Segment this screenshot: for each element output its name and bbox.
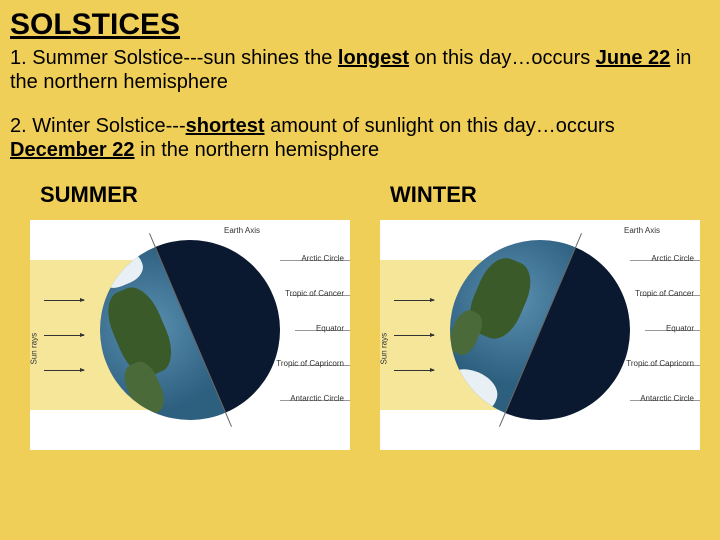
- capricorn-label: Tropic of Capricorn: [276, 359, 344, 368]
- sunray-arrow-icon: [394, 300, 434, 301]
- summer-diagram: Sun rays Earth Axis Arctic Circle Tropic: [30, 220, 350, 450]
- p2-num: 2.: [10, 115, 32, 137]
- cancer-label: Tropic of Cancer: [285, 289, 344, 298]
- p1-key1: longest: [338, 47, 409, 69]
- earth-axis-label: Earth Axis: [224, 226, 260, 235]
- p2-lead: Winter Solstice---: [32, 115, 185, 137]
- earth-globe: [422, 220, 658, 448]
- p2-key1: shortest: [186, 115, 265, 137]
- antarctic-label: Antarctic Circle: [290, 394, 344, 403]
- winter-column: WINTER Sun rays Earth Axis Ar: [380, 182, 700, 450]
- diagram-row: SUMMER Sun rays Earth Axis Ar: [10, 182, 710, 450]
- winter-header: WINTER: [380, 182, 700, 208]
- capricorn-label: Tropic of Capricorn: [626, 359, 694, 368]
- cancer-label: Tropic of Cancer: [635, 289, 694, 298]
- p2-mid: amount of sunlight on this day…occurs: [265, 115, 615, 137]
- page-title: SOLSTICES: [10, 8, 710, 42]
- sunrays-label: Sun rays: [30, 333, 39, 365]
- arctic-label: Arctic Circle: [301, 254, 344, 263]
- equator-label: Equator: [666, 324, 694, 333]
- sunray-arrow-icon: [44, 370, 84, 371]
- p1-key2: June 22: [596, 47, 670, 69]
- p1-num: 1.: [10, 47, 32, 69]
- p1-mid: on this day…occurs: [409, 47, 596, 69]
- sunray-arrow-icon: [44, 300, 84, 301]
- equator-label: Equator: [316, 324, 344, 333]
- sunray-arrow-icon: [44, 335, 84, 336]
- p2-key2: December 22: [10, 139, 135, 161]
- summer-paragraph: 1. Summer Solstice---sun shines the long…: [10, 46, 710, 94]
- earth-globe: [72, 220, 308, 448]
- arctic-label: Arctic Circle: [651, 254, 694, 263]
- winter-paragraph: 2. Winter Solstice---shortest amount of …: [10, 114, 710, 162]
- summer-column: SUMMER Sun rays Earth Axis Ar: [30, 182, 350, 450]
- summer-header: SUMMER: [30, 182, 350, 208]
- antarctic-label: Antarctic Circle: [640, 394, 694, 403]
- earth-axis-label: Earth Axis: [624, 226, 660, 235]
- winter-diagram: Sun rays Earth Axis Arctic Circle Tropic: [380, 220, 700, 450]
- p2-tail: in the northern hemisphere: [135, 139, 380, 161]
- p1-lead: Summer Solstice---sun shines the: [32, 47, 338, 69]
- sunrays-label: Sun rays: [380, 333, 389, 365]
- sunray-arrow-icon: [394, 335, 434, 336]
- ice-cap: [93, 246, 147, 293]
